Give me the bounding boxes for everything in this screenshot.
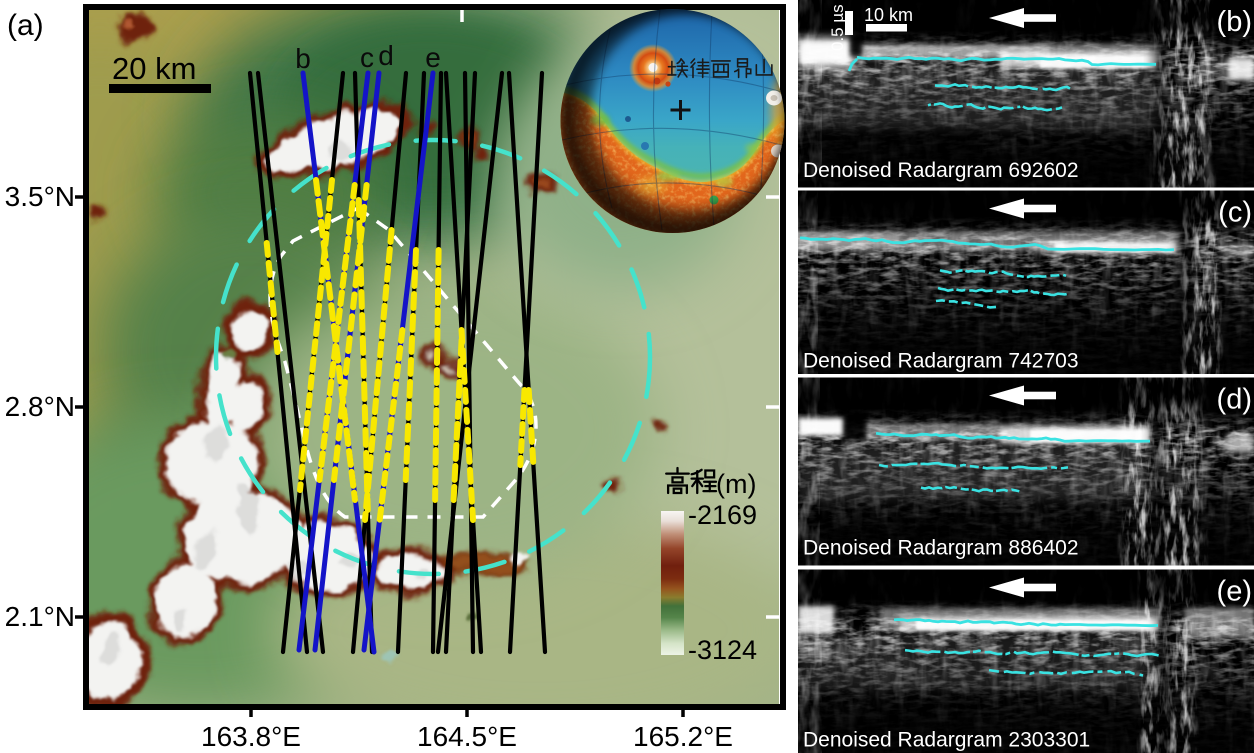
svg-text:e: e: [425, 42, 441, 73]
svg-text:(a): (a): [7, 9, 44, 42]
svg-text:(b): (b): [1217, 6, 1252, 38]
svg-text:d: d: [378, 40, 394, 71]
svg-text:0.5 µs: 0.5 µs: [828, 4, 847, 51]
svg-text:2.8°N: 2.8°N: [5, 391, 75, 422]
svg-text:Denoised Radargram 742703: Denoised Radargram 742703: [803, 350, 1079, 373]
svg-text:-2169: -2169: [688, 500, 757, 530]
svg-text:165.2°E: 165.2°E: [633, 721, 733, 752]
svg-text:2.1°N: 2.1°N: [5, 601, 75, 632]
svg-text:10 km: 10 km: [864, 5, 913, 25]
svg-text:(e): (e): [1217, 576, 1252, 608]
svg-text:164.5°E: 164.5°E: [417, 721, 517, 752]
svg-text:3.5°N: 3.5°N: [5, 181, 75, 212]
svg-text:(c): (c): [1218, 197, 1252, 229]
svg-text:c: c: [360, 42, 374, 73]
svg-text:163.8°E: 163.8°E: [201, 721, 301, 752]
svg-text:20 km: 20 km: [112, 51, 196, 86]
svg-text:-3124: -3124: [688, 635, 757, 665]
svg-text:Denoised Radargram 886402: Denoised Radargram 886402: [803, 537, 1079, 560]
svg-text:b: b: [295, 43, 311, 74]
svg-text:Denoised Radargram 692602: Denoised Radargram 692602: [803, 159, 1079, 182]
svg-text:(m): (m): [716, 469, 756, 499]
svg-text:Denoised Radargram 2303301: Denoised Radargram 2303301: [803, 729, 1090, 752]
svg-text:(d): (d): [1217, 384, 1252, 416]
